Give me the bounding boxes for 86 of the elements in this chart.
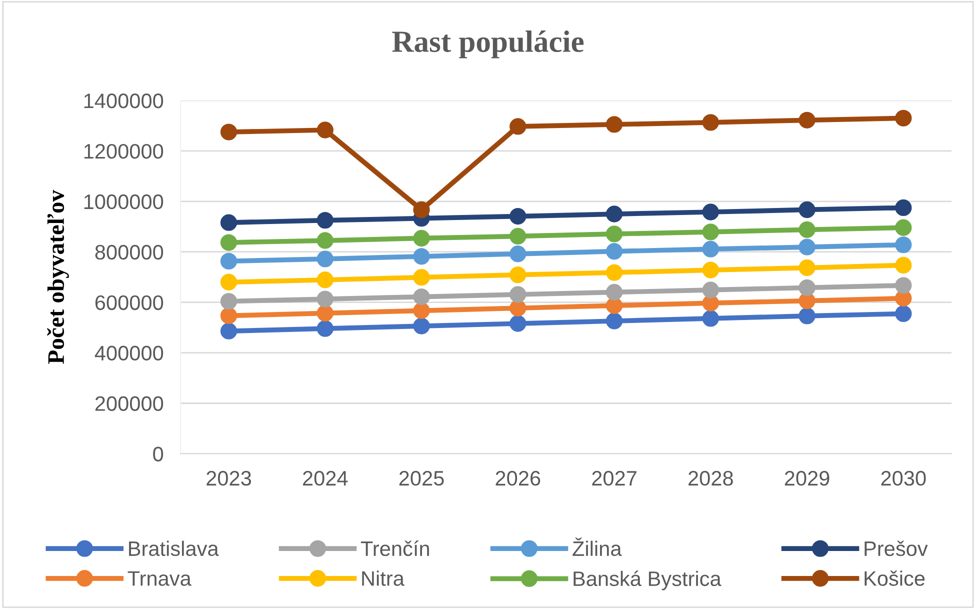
point xyxy=(413,288,430,306)
point xyxy=(895,219,912,236)
point xyxy=(316,304,334,322)
point xyxy=(510,300,526,316)
point xyxy=(895,256,912,274)
point xyxy=(413,201,430,218)
point xyxy=(895,305,912,322)
y-tick-label: 1000000 xyxy=(84,194,164,210)
x-tick-label: 2023 xyxy=(206,470,252,486)
legend-label: Trnava xyxy=(128,571,192,586)
point xyxy=(510,246,526,262)
y-tick-label: 400000 xyxy=(94,346,164,361)
y-tick-label: 1400000 xyxy=(84,93,164,108)
point xyxy=(316,122,334,138)
point xyxy=(316,290,334,308)
y-tick-label: 200000 xyxy=(95,396,164,411)
point xyxy=(413,269,430,286)
x-tick-label: 2026 xyxy=(496,470,540,486)
legend-label: Nitra xyxy=(362,570,404,586)
point xyxy=(798,221,816,238)
legend-label: Bratislava xyxy=(129,540,219,556)
point xyxy=(895,236,912,254)
point xyxy=(220,307,238,324)
point xyxy=(702,224,719,240)
point xyxy=(316,272,334,288)
y-axis-title: Počet obyvateľov xyxy=(47,190,69,364)
y-tick-label: 0 xyxy=(153,446,164,462)
point xyxy=(220,214,238,231)
legend-label: Banská Bystrica xyxy=(574,570,722,590)
point xyxy=(798,112,816,128)
point xyxy=(413,302,430,319)
point xyxy=(220,292,238,310)
legend-label: Žilina xyxy=(572,538,622,556)
point xyxy=(510,118,526,135)
point xyxy=(895,277,912,294)
point xyxy=(316,320,334,337)
point xyxy=(798,259,816,276)
point xyxy=(606,243,623,260)
x-tick-label: 2025 xyxy=(399,470,444,486)
point xyxy=(510,315,526,332)
legend-label: Prešov xyxy=(864,540,928,556)
point xyxy=(316,250,334,268)
point xyxy=(220,252,238,270)
point xyxy=(220,322,238,340)
point xyxy=(895,110,912,126)
x-tick-label: 2029 xyxy=(784,470,830,486)
point xyxy=(510,266,526,284)
chart-title: Rast populácie xyxy=(392,30,584,58)
point xyxy=(220,124,238,140)
x-tick-label: 2027 xyxy=(592,470,636,486)
point xyxy=(316,232,334,249)
point xyxy=(606,226,623,242)
point xyxy=(606,297,623,314)
point xyxy=(702,262,719,278)
point xyxy=(510,208,526,225)
y-tick-label: 800000 xyxy=(95,244,164,260)
x-tick-label: 2028 xyxy=(688,470,733,486)
point xyxy=(702,204,719,220)
point xyxy=(606,312,623,330)
point xyxy=(702,114,719,131)
point xyxy=(606,206,623,222)
point xyxy=(606,116,623,133)
x-tick-label: 2024 xyxy=(303,470,348,486)
y-tick-label: 1200000 xyxy=(84,144,164,159)
x-tick-label: 2030 xyxy=(881,470,926,486)
point xyxy=(702,310,719,327)
point xyxy=(510,228,526,245)
point xyxy=(510,286,526,303)
point xyxy=(413,248,430,265)
y-tick-label: 600000 xyxy=(95,295,164,310)
legend-label: Trenčín xyxy=(360,540,429,556)
legend-label: Košice xyxy=(864,570,925,586)
point xyxy=(413,230,430,247)
point xyxy=(798,308,816,324)
point xyxy=(220,274,238,290)
point xyxy=(798,279,816,296)
point xyxy=(316,212,334,229)
point xyxy=(413,318,430,334)
point xyxy=(220,234,238,251)
point xyxy=(798,201,816,218)
point xyxy=(702,282,719,298)
point xyxy=(798,238,816,256)
point xyxy=(606,264,623,281)
point xyxy=(702,240,719,258)
point xyxy=(606,284,623,301)
point xyxy=(895,199,912,216)
